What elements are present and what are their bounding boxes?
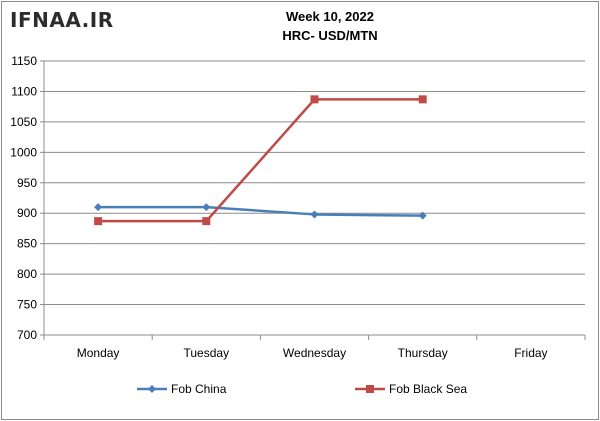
y-tick-label-750: 750 [17,298,37,312]
x-tick-label-wednesday: Wednesday [283,346,346,360]
y-tick-label-700: 700 [17,328,37,342]
y-tick-label-1050: 1050 [10,115,37,129]
y-tick-label-850: 850 [17,237,37,251]
grid-lines [44,60,585,306]
series-line-fob-black-sea [98,98,423,223]
point-fob-china-monday [94,203,103,212]
legend: Fob China Fob Black Sea [137,382,467,396]
point-fob-china-tuesday [202,203,211,212]
legend-marker-fob-black-sea [366,385,374,393]
point-fob-black-sea-tuesday [202,217,211,226]
y-tick-label-950: 950 [17,176,37,190]
point-fob-china-wednesday [310,210,319,219]
chart-title: Week 10, 2022 [286,9,374,24]
axes [43,61,585,336]
series-group [94,95,427,226]
point-fob-black-sea-monday [94,217,103,226]
point-fob-black-sea-thursday [418,95,427,104]
x-tick-label-monday: Monday [77,346,120,360]
series-fob-black-sea [94,95,427,226]
y-tick-label-1100: 1100 [11,84,37,98]
x-tick-label-tuesday: Tuesday [184,346,230,360]
y-tick-label-1150: 1150 [11,54,37,68]
series-fob-china [94,203,427,220]
point-fob-black-sea-wednesday [310,95,319,104]
legend-item-fob-black-sea: Fob Black Sea [355,382,467,396]
legend-item-fob-china: Fob China [137,382,227,396]
x-axis-ticks: Monday Tuesday Wednesday Thursday Friday [43,335,586,360]
y-tick-label-1000: 1000 [10,145,37,159]
y-tick-label-800: 800 [17,267,37,281]
x-tick-label-friday: Friday [514,346,547,360]
x-tick-label-thursday: Thursday [398,346,448,360]
legend-label-fob-china: Fob China [171,382,227,396]
watermark-logo: IFNAA.IR [10,8,114,32]
y-tick-label-900: 900 [17,206,37,220]
legend-marker-fob-china [148,385,156,393]
point-fob-china-thursday [418,211,427,220]
y-axis-ticks: 700 750 800 850 900 950 1000 1050 1100 1150 [10,54,44,342]
legend-label-fob-black-sea: Fob Black Sea [389,382,467,396]
chart-title-block: Week 10, 2022 HRC- USD/MTN [230,7,430,45]
chart-subtitle: HRC- USD/MTN [282,28,378,43]
series-line-fob-china [98,205,423,217]
